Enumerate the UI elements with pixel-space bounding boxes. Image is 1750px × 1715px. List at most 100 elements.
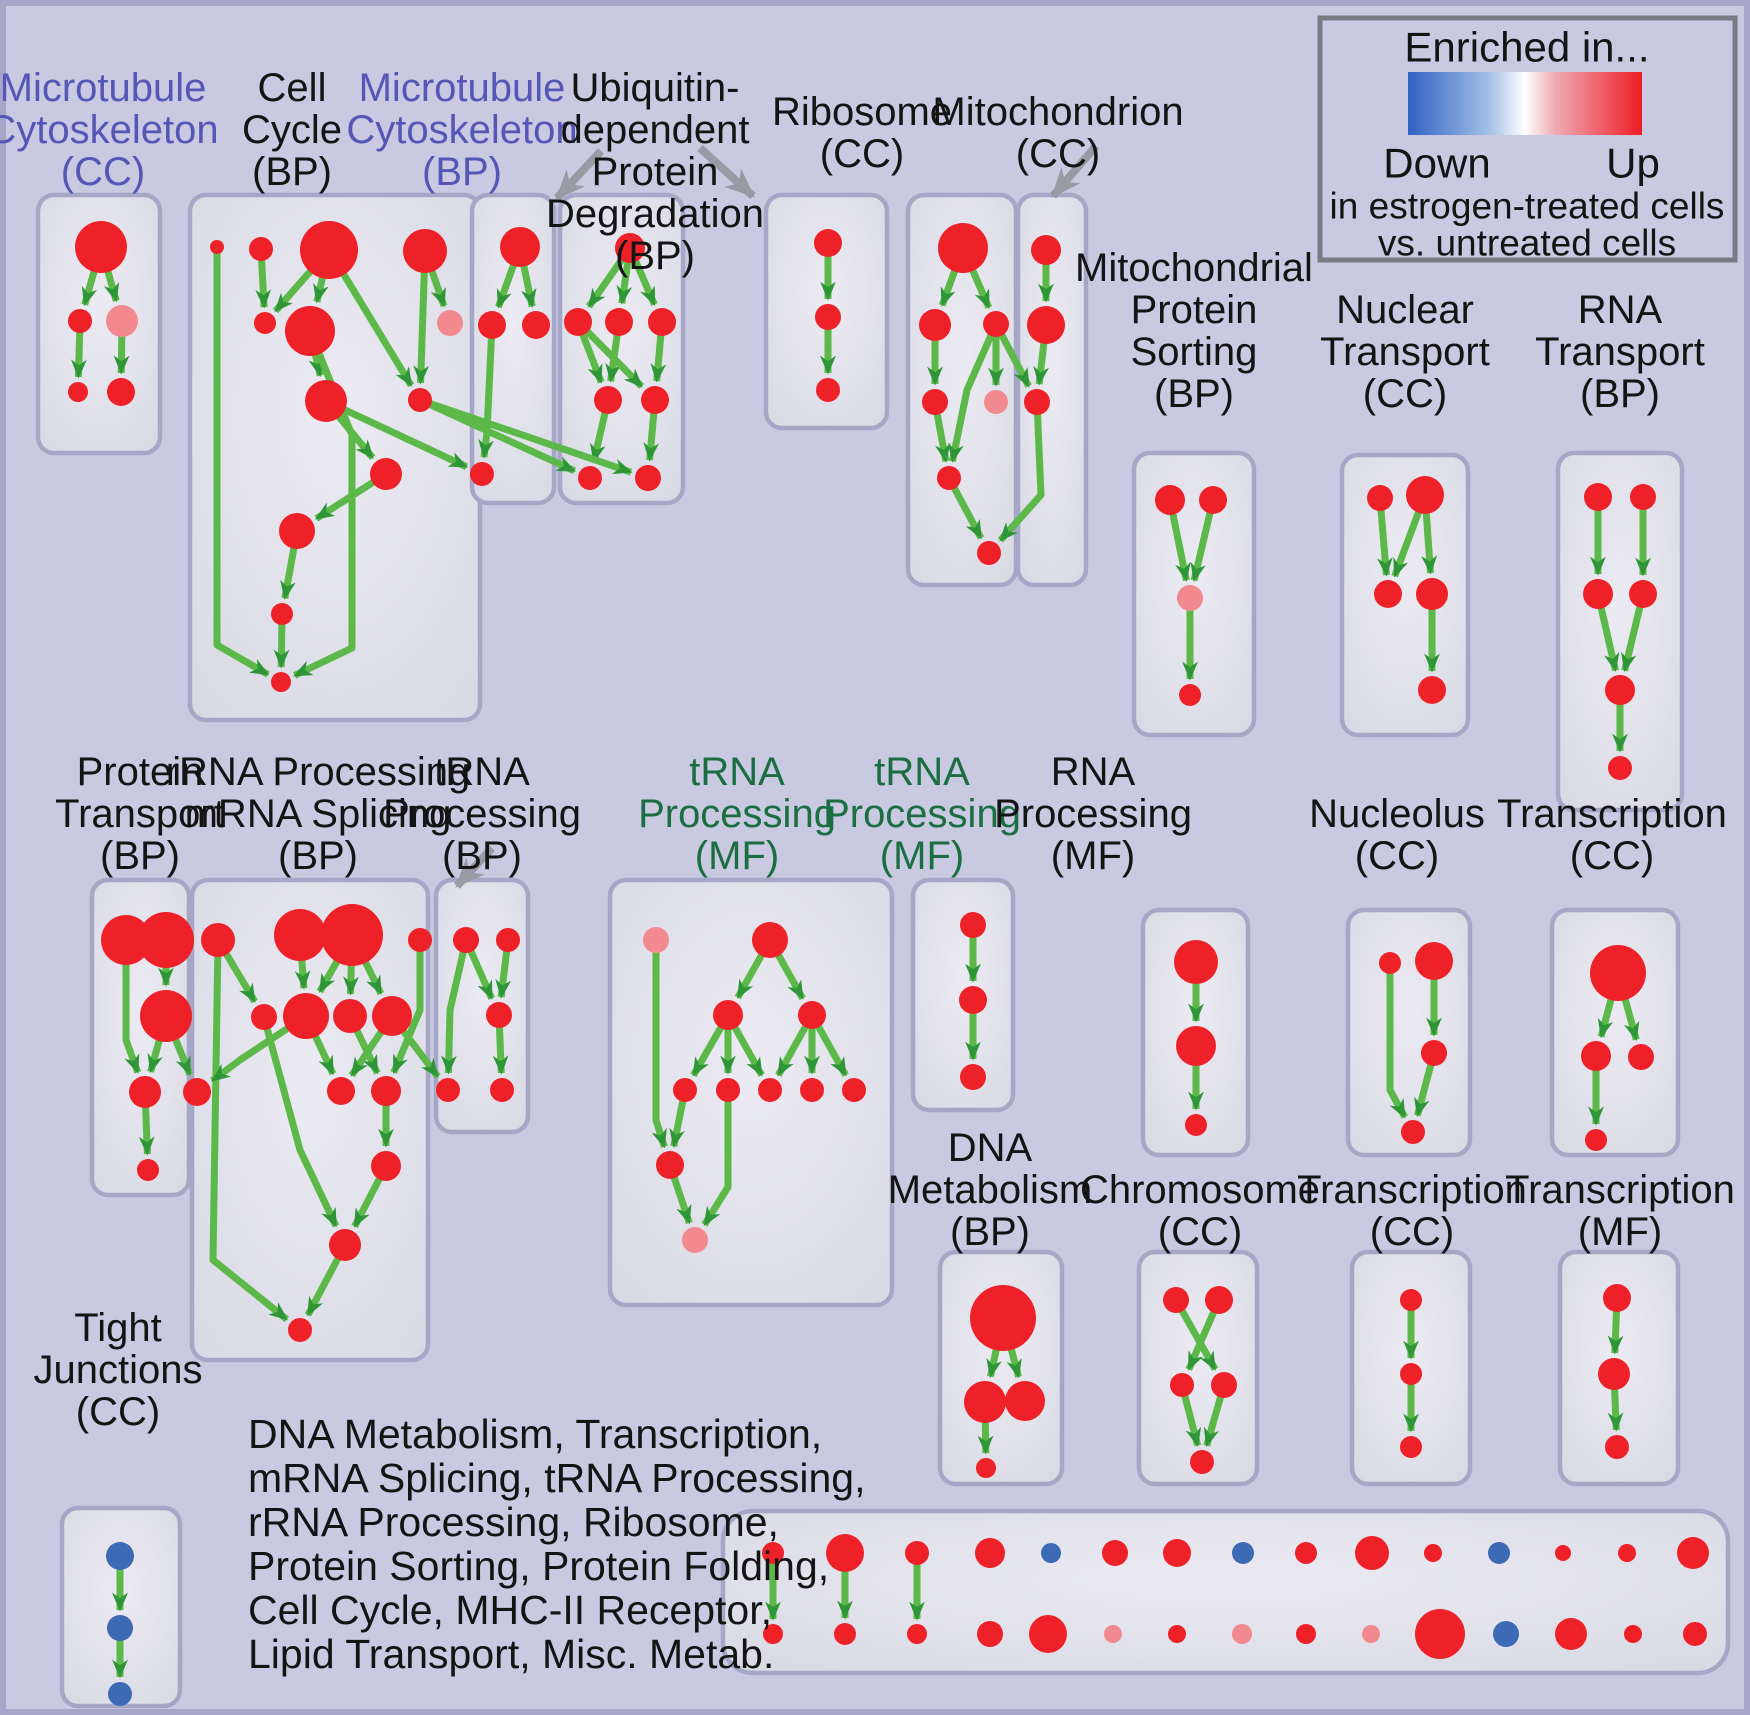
go-term-node-blue: [1488, 1542, 1510, 1564]
cluster-box-nuclear-transport-cc: [1339, 452, 1471, 738]
go-term-node-red: [1179, 684, 1201, 706]
go-term-node-red: [138, 912, 194, 968]
go-term-node-red: [1406, 476, 1444, 514]
go-term-node-red: [975, 1538, 1005, 1568]
go-term-node-red: [1416, 578, 1448, 610]
go-term-node-red: [1583, 579, 1613, 609]
cluster-label-mitochondrion-cc: Mitochondrion: [932, 90, 1183, 134]
go-term-node-red: [976, 1458, 996, 1478]
cluster-label-dna-metabolism-bp: Metabolism: [888, 1168, 1093, 1212]
go-term-node-red: [75, 221, 127, 273]
cluster-label-microtubule-cytoskeleton-cc: (CC): [61, 150, 145, 194]
cluster-label-tight-junctions-cc: (CC): [76, 1390, 160, 1434]
go-term-node-red: [907, 1624, 927, 1644]
cluster-label-trna-processing-mf-small: (MF): [880, 834, 964, 878]
go-term-node-red: [615, 233, 645, 263]
go-term-node-red: [977, 1621, 1003, 1647]
legend-caption-line1: in estrogen-treated cells: [1330, 186, 1725, 227]
go-term-node-pink: [682, 1227, 708, 1253]
legend-box: [1317, 15, 1738, 263]
cluster-label-cell-cycle-bp: (BP): [252, 150, 332, 194]
go-term-node-red: [1024, 389, 1050, 415]
go-term-node-red: [68, 382, 88, 402]
cluster-label-nuclear-transport-cc: (CC): [1363, 372, 1447, 416]
cluster-label-chromosome-cc: (CC): [1158, 1210, 1242, 1254]
footnote-line: rRNA Processing, Ribosome,: [248, 1499, 779, 1545]
go-term-node-red: [1590, 945, 1646, 1001]
cross-edge-arrow: [418, 396, 633, 476]
label-pointer-arrow: [454, 845, 495, 889]
go-term-node-red: [1605, 675, 1635, 705]
go-term-node-red: [1624, 1625, 1642, 1643]
cluster-label-tight-junctions-cc: Tight: [74, 1306, 161, 1350]
go-term-node-red: [1367, 485, 1393, 511]
edge-arrow: [213, 247, 270, 678]
go-term-node-pink: [1177, 585, 1203, 611]
go-term-node-red: [1584, 483, 1612, 511]
go-term-node-red: [300, 221, 358, 279]
go-term-node-red: [478, 311, 506, 339]
cluster-label-transcription-cc-middle: Transcription: [1497, 792, 1727, 836]
go-term-node-red: [970, 1285, 1036, 1351]
go-term-node-red: [372, 996, 412, 1036]
go-term-node-red: [522, 311, 550, 339]
go-term-node-red: [1598, 1358, 1630, 1390]
cluster-label-cell-cycle-bp: Cell: [258, 66, 327, 110]
go-term-node-pink: [1104, 1625, 1122, 1643]
cluster-label-rrna-processing-mrna-splicing-bp: rRNA Processing: [166, 750, 471, 794]
go-term-node-red: [329, 1229, 361, 1261]
cluster-label-ubiquitin-dependent-protein-degradation-bp-left: Protein: [592, 150, 719, 194]
go-term-node-red: [1581, 1041, 1611, 1071]
go-term-node-red: [1031, 235, 1061, 265]
go-term-node-red: [656, 1151, 684, 1179]
go-term-node-red: [1603, 1284, 1631, 1312]
cluster-label-rrna-processing-mrna-splicing-bp: mRNA Splicing: [185, 792, 452, 836]
footnote-line: DNA Metabolism, Transcription,: [248, 1411, 822, 1457]
go-term-node-red: [762, 1542, 784, 1564]
go-term-node-blue: [108, 1682, 132, 1706]
go-term-node-red: [500, 227, 540, 267]
cluster-label-nucleolus-cc: Nucleolus: [1309, 792, 1485, 836]
go-term-node-red: [285, 306, 335, 356]
cluster-label-trna-processing-mf-small: tRNA: [874, 750, 970, 794]
go-term-node-blue: [1493, 1621, 1519, 1647]
cluster-label-ubiquitin-dependent-protein-degradation-bp-left: Degradation: [546, 192, 764, 236]
go-term-node-red: [107, 378, 135, 406]
go-term-node-red: [922, 389, 948, 415]
go-term-node-red: [964, 1381, 1006, 1423]
cluster-label-trna-processing-mf-large: tRNA: [689, 750, 785, 794]
go-term-node-red: [183, 1078, 211, 1106]
cluster-label-nuclear-transport-cc: Nuclear: [1336, 288, 1474, 332]
go-term-node-red: [288, 1318, 312, 1342]
nodes-layer: [68, 221, 1709, 1706]
go-term-node-blue: [1232, 1542, 1254, 1564]
go-term-node-red: [937, 466, 961, 490]
cluster-label-dna-metabolism-bp: (BP): [950, 1210, 1030, 1254]
go-term-node-red: [101, 915, 151, 965]
go-term-node-red: [68, 309, 92, 333]
go-term-node-red: [673, 1078, 697, 1102]
go-term-node-red: [1205, 1286, 1233, 1314]
footnote-line: mRNA Splicing, tRNA Processing,: [248, 1455, 866, 1501]
go-term-node-red: [327, 1077, 355, 1105]
footnote-line: Cell Cycle, MHC-II Receptor,: [248, 1587, 772, 1633]
cluster-label-protein-transport-bp: Protein: [77, 750, 204, 794]
go-term-node-pink: [437, 310, 463, 336]
go-term-node-red: [798, 1001, 826, 1029]
go-term-node-red: [1374, 580, 1402, 608]
cluster-label-ubiquitin-dependent-protein-degradation-bp-left: dependent: [560, 108, 749, 152]
go-term-node-red: [1027, 306, 1065, 344]
cluster-label-transcription-mf-bottom: (MF): [1578, 1210, 1662, 1254]
edge-arrow: [210, 1013, 308, 1084]
go-term-node-red: [321, 904, 383, 966]
go-term-node-red: [1629, 580, 1657, 608]
go-term-node-red: [648, 308, 676, 336]
cluster-box-nucleolus-cc: [1345, 907, 1473, 1158]
go-term-node-red: [1170, 1373, 1194, 1397]
cluster-label-ubiquitin-dependent-protein-degradation-bp-left: (BP): [615, 234, 695, 278]
edge-arrow: [575, 319, 645, 389]
go-term-node-red: [333, 999, 367, 1033]
go-term-node-red: [1605, 1435, 1629, 1459]
go-term-node-red: [1400, 1436, 1422, 1458]
cluster-label-microtubule-cytoskeleton-cc: Cytoskeleton: [0, 108, 219, 152]
